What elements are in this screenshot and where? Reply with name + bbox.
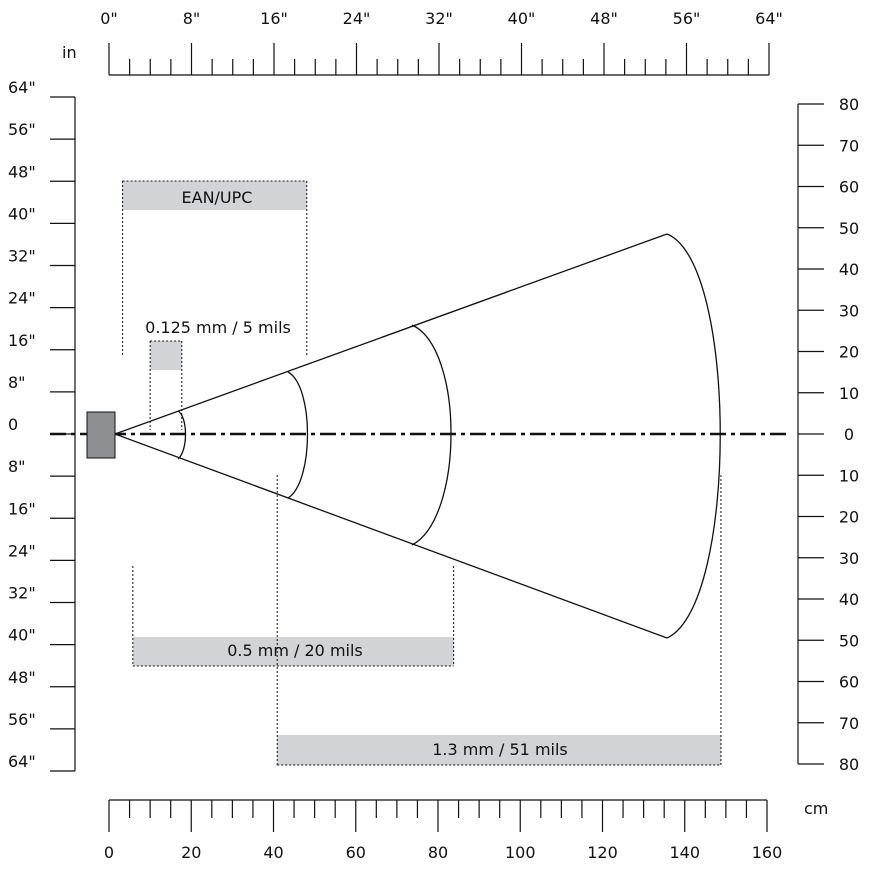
right-axis-tick-label: 80 xyxy=(839,755,859,774)
top-axis-tick-label: 64" xyxy=(755,9,783,28)
bottom-axis-tick-label: 0 xyxy=(104,843,114,862)
right-axis-tick-label: 70 xyxy=(839,136,859,155)
range-band-ean-upc xyxy=(122,181,307,210)
right-axis-tick-label: 30 xyxy=(839,301,859,320)
bottom-axis-tick-label: 100 xyxy=(505,843,536,862)
range-band-51-mils xyxy=(277,735,721,765)
range-label-ean-upc: EAN/UPC xyxy=(182,188,253,207)
left-axis-tick-label: 56" xyxy=(8,120,36,139)
right-axis-tick-label: 60 xyxy=(839,673,859,692)
bottom-axis-tick-label: 140 xyxy=(669,843,700,862)
right-axis-tick-label: 50 xyxy=(839,219,859,238)
right-axis-tick-label: 10 xyxy=(839,384,859,403)
top-axis: 0" 8" 16" 24" 32" 40" 48" 56" 64" xyxy=(100,9,783,76)
scan-field xyxy=(50,233,790,639)
top-axis-tick-label: 32" xyxy=(425,9,453,28)
field-arc-51-mils-far xyxy=(666,233,721,639)
left-axis-tick-label: 16" xyxy=(8,499,36,518)
right-axis-tick-label: 50 xyxy=(839,631,859,650)
right-axis: 80 70 60 50 40 30 20 10 0 10 20 30 40 50 60 70 80 xyxy=(797,95,859,774)
range-band-5-mils xyxy=(150,341,182,370)
bottom-axis-tick-label: 160 xyxy=(752,843,783,862)
right-axis-tick-label: 40 xyxy=(839,260,859,279)
right-axis-tick-label: 60 xyxy=(839,178,859,197)
top-axis-tick-label: 48" xyxy=(590,9,618,28)
right-axis-tick-label: 30 xyxy=(839,549,859,568)
right-axis-tick-label: 20 xyxy=(839,343,859,362)
right-axis-tick-label: 80 xyxy=(839,95,859,114)
bottom-axis-tick-label: 80 xyxy=(428,843,448,862)
range-label-20-mils: 0.5 mm / 20 mils xyxy=(227,641,363,660)
bottom-axis: 0 20 40 60 80 100 120 140 160 xyxy=(104,799,783,862)
right-axis-tick-label: 70 xyxy=(839,714,859,733)
right-axis-tick-label: 10 xyxy=(839,466,859,485)
top-axis-tick-label: 24" xyxy=(343,9,371,28)
left-axis-tick-label: 48" xyxy=(8,162,36,181)
left-axis-tick-label: 8" xyxy=(8,373,26,392)
left-axis-tick-label: 56" xyxy=(8,710,36,729)
right-axis-tick-label: 20 xyxy=(839,508,859,527)
left-axis-tick-label: 8" xyxy=(8,457,26,476)
field-arc-20-mils xyxy=(287,371,309,499)
range-band-20-mils xyxy=(132,637,454,666)
left-axis: 64" 56" 48" 40" 32" 24" 16" 8" 0 8" 16" 24" 32" 40" 48… xyxy=(8,78,76,772)
range-label-5-mils: 0.125 mm / 5 mils xyxy=(145,318,291,337)
left-axis-tick-label: 40" xyxy=(8,204,36,223)
bottom-axis-tick-label: 20 xyxy=(181,843,201,862)
bottom-axis-tick-label: 60 xyxy=(346,843,366,862)
bottom-axis-unit: cm xyxy=(804,799,828,818)
scan-field-upper-edge xyxy=(114,233,668,435)
left-axis-tick-label: 48" xyxy=(8,668,36,687)
left-axis-tick-label: 64" xyxy=(8,78,36,97)
left-axis-tick-label: 24" xyxy=(8,289,36,308)
top-axis-unit: in xyxy=(62,43,77,62)
left-axis-tick-label: 64" xyxy=(8,752,36,771)
bottom-axis-tick-label: 120 xyxy=(587,843,618,862)
range-label-51-mils: 1.3 mm / 51 mils xyxy=(432,740,568,759)
scan-field-lower-edge xyxy=(114,433,668,639)
top-axis-tick-label: 8" xyxy=(183,9,201,28)
top-axis-tick-label: 56" xyxy=(673,9,701,28)
left-axis-tick-label: 24" xyxy=(8,541,36,560)
left-axis-tick-label: 40" xyxy=(8,626,36,645)
left-axis-tick-label: 16" xyxy=(8,331,36,350)
right-axis-tick-label: 0 xyxy=(844,425,854,444)
left-axis-tick-label: 0 xyxy=(8,415,18,434)
left-axis-tick-label: 32" xyxy=(8,584,36,603)
top-axis-tick-label: 0" xyxy=(100,9,118,28)
range-bands xyxy=(122,180,722,766)
scanner-icon xyxy=(86,411,116,459)
right-axis-tick-label: 40 xyxy=(839,590,859,609)
bottom-axis-tick-label: 40 xyxy=(263,843,283,862)
top-axis-tick-label: 40" xyxy=(508,9,536,28)
top-axis-tick-label: 16" xyxy=(260,9,288,28)
left-axis-tick-label: 32" xyxy=(8,247,36,266)
